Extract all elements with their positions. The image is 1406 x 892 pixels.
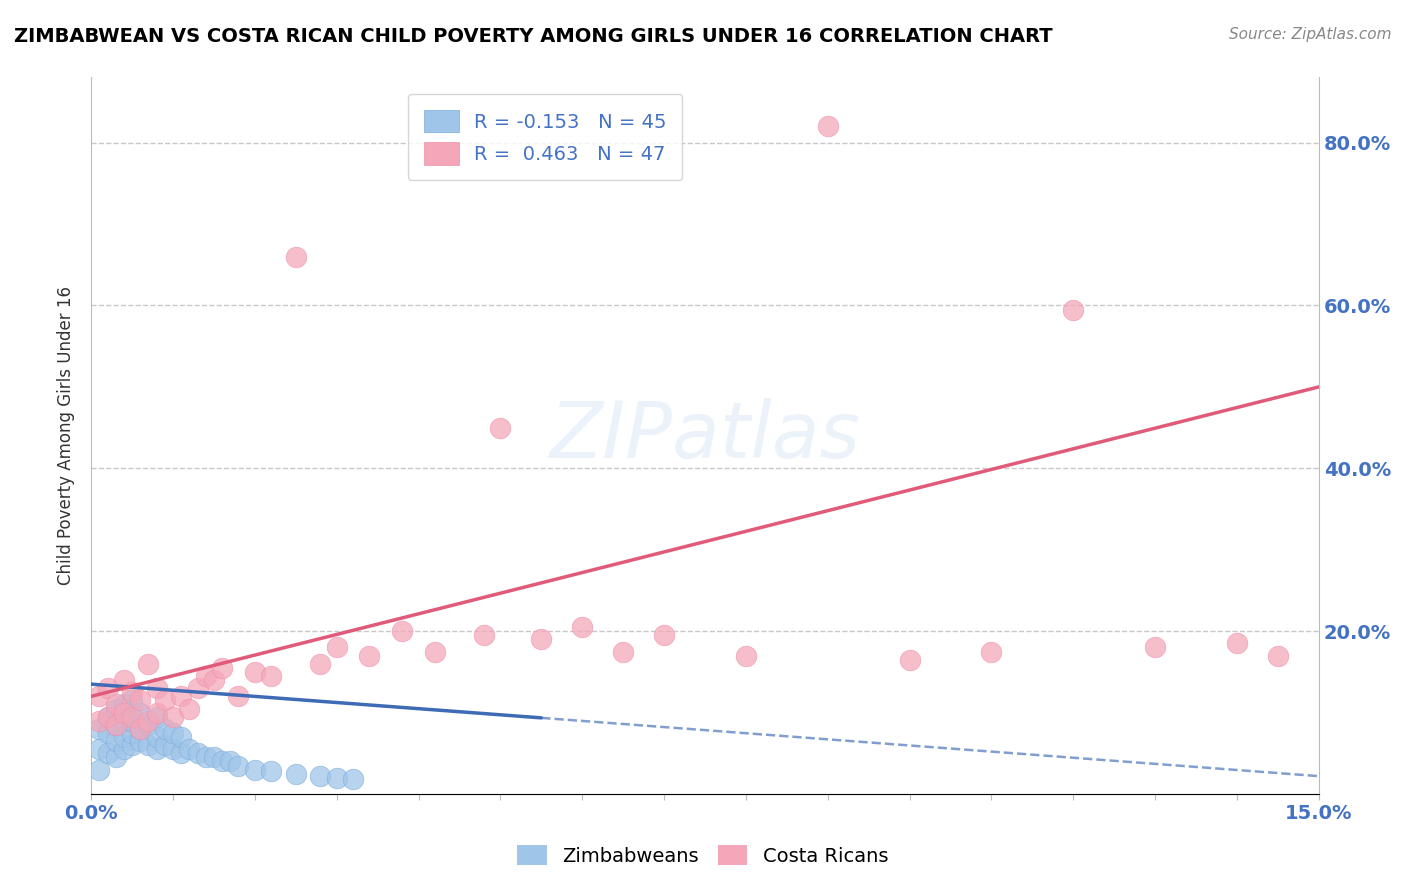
Point: [96, 726, 118, 740]
Point: [138, 738, 160, 752]
Point: [194, 669, 217, 683]
Point: [145, 706, 167, 720]
Point: [194, 750, 217, 764]
Point: [1267, 648, 1289, 663]
Point: [170, 730, 193, 744]
Point: [325, 771, 347, 785]
Point: [211, 661, 233, 675]
Point: [129, 722, 152, 736]
Point: [96, 681, 118, 696]
Point: [129, 693, 152, 707]
Point: [898, 653, 921, 667]
Point: [162, 726, 184, 740]
Point: [612, 644, 634, 658]
Point: [284, 766, 307, 780]
Point: [138, 714, 160, 728]
Point: [112, 742, 135, 756]
Point: [530, 632, 553, 647]
Point: [112, 673, 135, 687]
Point: [104, 698, 127, 712]
Y-axis label: Child Poverty Among Girls Under 16: Child Poverty Among Girls Under 16: [58, 286, 75, 585]
Legend: R = -0.153   N = 45, R =  0.463   N = 47: R = -0.153 N = 45, R = 0.463 N = 47: [408, 95, 682, 180]
Point: [112, 706, 135, 720]
Point: [817, 120, 839, 134]
Point: [980, 644, 1002, 658]
Point: [284, 250, 307, 264]
Point: [112, 730, 135, 744]
Point: [652, 628, 675, 642]
Point: [219, 755, 242, 769]
Point: [170, 690, 193, 704]
Point: [472, 628, 495, 642]
Point: [309, 769, 332, 783]
Point: [153, 738, 176, 752]
Text: ZIPatlas: ZIPatlas: [550, 398, 860, 474]
Point: [89, 722, 111, 736]
Point: [162, 709, 184, 723]
Point: [202, 750, 225, 764]
Point: [121, 726, 143, 740]
Point: [342, 772, 364, 787]
Point: [121, 738, 143, 752]
Point: [104, 718, 127, 732]
Point: [129, 706, 152, 720]
Point: [423, 644, 446, 658]
Legend: Zimbabweans, Costa Ricans: Zimbabweans, Costa Ricans: [510, 838, 896, 873]
Point: [153, 722, 176, 736]
Point: [1226, 636, 1249, 650]
Point: [89, 714, 111, 728]
Point: [359, 648, 381, 663]
Point: [243, 763, 266, 777]
Point: [89, 690, 111, 704]
Point: [104, 750, 127, 764]
Point: [89, 763, 111, 777]
Point: [162, 742, 184, 756]
Point: [228, 758, 250, 772]
Point: [170, 747, 193, 761]
Point: [129, 722, 152, 736]
Point: [104, 701, 127, 715]
Point: [104, 718, 127, 732]
Point: [138, 718, 160, 732]
Point: [489, 420, 512, 434]
Point: [138, 657, 160, 671]
Point: [1144, 640, 1167, 655]
Point: [1062, 302, 1084, 317]
Point: [571, 620, 593, 634]
Point: [187, 681, 209, 696]
Point: [96, 709, 118, 723]
Point: [121, 685, 143, 699]
Point: [145, 709, 167, 723]
Point: [112, 698, 135, 712]
Point: [187, 747, 209, 761]
Point: [309, 657, 332, 671]
Point: [121, 709, 143, 723]
Point: [145, 742, 167, 756]
Point: [121, 693, 143, 707]
Point: [129, 734, 152, 748]
Point: [145, 681, 167, 696]
Point: [96, 709, 118, 723]
Text: Source: ZipAtlas.com: Source: ZipAtlas.com: [1229, 27, 1392, 42]
Point: [202, 673, 225, 687]
Point: [391, 624, 413, 639]
Point: [145, 730, 167, 744]
Point: [121, 714, 143, 728]
Point: [96, 747, 118, 761]
Point: [260, 764, 283, 779]
Point: [735, 648, 758, 663]
Point: [153, 693, 176, 707]
Point: [325, 640, 347, 655]
Point: [104, 734, 127, 748]
Point: [179, 742, 201, 756]
Point: [211, 755, 233, 769]
Point: [112, 714, 135, 728]
Text: ZIMBABWEAN VS COSTA RICAN CHILD POVERTY AMONG GIRLS UNDER 16 CORRELATION CHART: ZIMBABWEAN VS COSTA RICAN CHILD POVERTY …: [14, 27, 1053, 45]
Point: [89, 742, 111, 756]
Point: [260, 669, 283, 683]
Point: [179, 701, 201, 715]
Point: [243, 665, 266, 679]
Point: [228, 690, 250, 704]
